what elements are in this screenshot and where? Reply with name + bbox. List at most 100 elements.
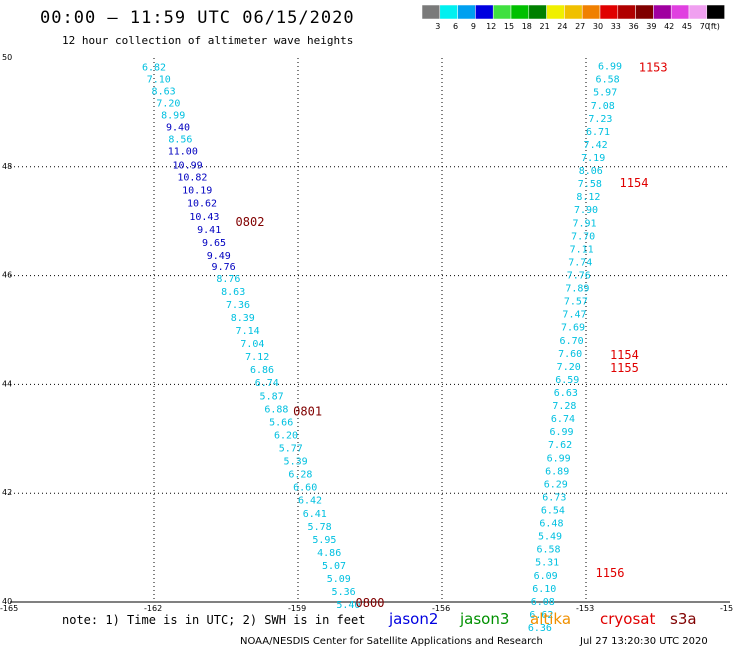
wave-height-value: 8.76 — [216, 274, 240, 285]
wave-height-value: 6.48 — [539, 519, 563, 530]
legend-label: 18 — [522, 22, 532, 31]
wave-height-value: 8.12 — [576, 192, 600, 203]
wave-height-value: 7.20 — [557, 362, 581, 373]
wave-height-value: 10.62 — [187, 199, 217, 210]
wave-height-value: 9.41 — [197, 225, 221, 236]
wave-height-value: 5.09 — [327, 574, 351, 585]
legend-label: 70 — [700, 22, 710, 31]
wave-height-value: 6.59 — [555, 375, 579, 386]
wave-height-value: 6.82 — [142, 63, 166, 74]
legend-swatch — [706, 4, 725, 20]
wave-height-value: 7.28 — [552, 401, 576, 412]
wave-height-value: 5.87 — [260, 391, 284, 402]
time-label: 1154 — [610, 348, 639, 362]
legend-swatch — [528, 4, 547, 20]
wave-height-value: 5.39 — [284, 457, 308, 468]
wave-height-value: 6.29 — [544, 479, 568, 490]
legend-label: 3 — [435, 22, 440, 31]
wave-height-value: 6.41 — [303, 509, 327, 520]
wave-height-value: 5.95 — [312, 535, 336, 546]
wave-height-value: 7.42 — [584, 140, 608, 151]
wave-height-value: 6.73 — [542, 492, 566, 503]
wave-height-value: 4.86 — [317, 548, 341, 559]
satellite-legend-cryosat: cryosat — [600, 610, 655, 628]
legend-swatch — [617, 4, 636, 20]
wave-height-value: 7.57 — [564, 297, 588, 308]
wave-height-value: 7.08 — [591, 101, 615, 112]
wave-height-value: 7.20 — [156, 99, 180, 110]
wave-height-value: 6.62 — [529, 610, 553, 621]
latitude-tick-label: 48 — [2, 162, 12, 171]
wave-height-value: 6.10 — [532, 584, 556, 595]
wave-height-value: 6.08 — [531, 597, 555, 608]
wave-height-value: 8.63 — [152, 87, 176, 98]
legend-label: 15 — [504, 22, 514, 31]
wave-height-value: 6.99 — [547, 453, 571, 464]
wave-height-value: 6.89 — [545, 466, 569, 477]
legend-swatch — [510, 4, 530, 20]
legend-swatch — [421, 4, 441, 20]
wave-height-value: 7.14 — [236, 326, 260, 337]
wave-height-value: 6.99 — [549, 427, 573, 438]
page-title: 00:00 – 11:59 UTC 06/15/2020 — [40, 8, 355, 28]
legend-swatch — [653, 4, 672, 20]
color-legend: 3 6 9 12 15 18 21 24 27 30 33 36 39 42 45 70(ft) — [421, 4, 725, 31]
legend-label: 30 — [593, 22, 603, 31]
wave-height-value: 6.70 — [560, 336, 584, 347]
legend-label: 21 — [540, 22, 550, 31]
wave-height-value: 5.31 — [535, 558, 559, 569]
satellite-legend-jason3: jason3 — [459, 610, 509, 628]
wave-height-value: 6.60 — [293, 483, 317, 494]
time-label: 0801 — [293, 405, 322, 419]
legend-swatch — [599, 4, 619, 20]
wave-height-value: 7.58 — [578, 179, 602, 190]
legend-swatch — [439, 4, 458, 20]
wave-height-value: 7.47 — [562, 310, 586, 321]
wave-height-value: 11.00 — [168, 146, 198, 157]
wave-height-value: 5.66 — [269, 417, 293, 428]
wave-height-value: 8.06 — [579, 166, 603, 177]
latitude-tick-label: 44 — [2, 379, 12, 388]
wave-height-value: 7.04 — [240, 339, 264, 350]
wave-height-value: 6.36 — [528, 623, 552, 634]
wave-height-value: 5.40 — [336, 600, 360, 611]
wave-height-value: 6.09 — [534, 571, 558, 582]
wave-height-value: 9.65 — [202, 238, 226, 249]
longitude-tick-label: -165 — [0, 604, 18, 613]
legend-swatch — [564, 4, 583, 20]
legend-label: 45 — [682, 22, 692, 31]
wave-height-value: 10.82 — [177, 173, 207, 184]
legend-label: 6 — [453, 22, 458, 31]
wave-height-value: 7.91 — [573, 218, 597, 229]
legend-label: 24 — [557, 22, 567, 31]
page-subtitle: 12 hour collection of altimeter wave hei… — [62, 34, 354, 47]
pass-east: 6.99 6.58 5.97 7.08 7.23 6.71 7.42 7.19 8.06 7.58… — [528, 62, 622, 634]
wave-height-value: 6.42 — [298, 496, 322, 507]
legend-swatch — [688, 4, 708, 20]
wave-height-value: 5.07 — [322, 561, 346, 572]
wave-height-value: 10.43 — [189, 212, 219, 223]
legend-swatch — [457, 4, 476, 20]
wave-height-value: 7.74 — [568, 257, 592, 268]
time-label: 1155 — [610, 361, 639, 375]
longitude-tick-label: -15 — [720, 604, 733, 613]
longitude-tick-label: -153 — [576, 604, 594, 613]
wave-height-value: 8.56 — [168, 135, 192, 146]
legend-swatch — [546, 4, 565, 20]
wave-height-value: 6.86 — [250, 365, 274, 376]
latitude-tick-label: 46 — [2, 271, 12, 280]
wave-height-value: 6.74 — [255, 378, 279, 389]
legend-unit: (ft) — [708, 22, 720, 31]
wave-height-value: 5.36 — [332, 587, 356, 598]
pass-west: 6.827.108.637.208.999.408.5611.0010.9910… — [142, 63, 360, 611]
wave-height-value: 6.99 — [598, 62, 622, 73]
time-label: 0800 — [356, 596, 385, 610]
wave-height-value: 7.36 — [226, 300, 250, 311]
legend-swatch — [492, 4, 512, 20]
wave-height-value: 6.58 — [537, 545, 561, 556]
wave-height-value: 6.88 — [264, 404, 288, 415]
legend-label: 39 — [646, 22, 656, 31]
wave-height-value: 8.63 — [221, 287, 245, 298]
wave-height-value: 6.71 — [586, 127, 610, 138]
